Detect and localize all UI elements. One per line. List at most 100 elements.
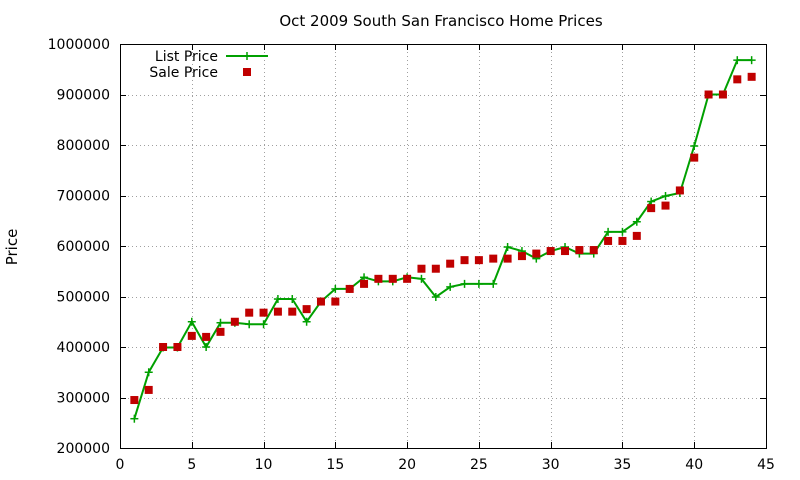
list-price-point (245, 320, 254, 329)
list-price-point (417, 274, 426, 283)
list-price-point (618, 227, 627, 236)
x-tick-label: 35 (614, 457, 632, 473)
legend-item-list-price: List Price (155, 49, 268, 65)
sale-price-point (417, 264, 426, 273)
legend-label: List Price (155, 49, 218, 65)
sale-price-point (618, 236, 627, 245)
sale-price-point (604, 236, 613, 245)
sale-price-point (561, 247, 570, 256)
sale-price-point (345, 284, 354, 293)
sale-price-point (245, 308, 254, 317)
sale-price-point (489, 254, 498, 263)
list-price-point (661, 192, 670, 201)
plot-frame (120, 44, 767, 449)
list-price-point (144, 368, 153, 377)
sale-price-point (202, 332, 211, 341)
list-price-line (133, 59, 752, 420)
sale-price-point (704, 90, 713, 99)
sale-price-point (446, 259, 455, 268)
sale-price-point (718, 90, 727, 99)
sale-price-point (546, 247, 555, 256)
series-marks (130, 56, 756, 423)
sale-price-point (403, 274, 412, 283)
list-price-point (690, 142, 699, 151)
grid (120, 44, 766, 448)
sale-price-point (575, 246, 584, 255)
sale-price-point (130, 396, 139, 405)
sale-price-point (474, 256, 483, 265)
sale-price-point (460, 256, 469, 265)
sale-price-point (517, 252, 526, 261)
y-axis-title: Price (3, 229, 21, 266)
list-price-point (503, 243, 512, 252)
chart-title: Oct 2009 South San Francisco Home Prices (279, 12, 602, 30)
list-price-point (489, 279, 498, 288)
x-tick-label: 0 (116, 457, 125, 473)
sale-price-point (288, 307, 297, 316)
sale-price-point (144, 385, 153, 394)
list-price-point (216, 318, 225, 327)
sale-price-point (431, 264, 440, 273)
x-tick-label: 25 (470, 457, 488, 473)
list-price-point (288, 295, 297, 304)
legend-square-swatch (243, 68, 251, 76)
y-tick-label: 1000000 (48, 37, 110, 53)
sale-price-point (690, 153, 699, 162)
list-price-point (331, 284, 340, 293)
sale-price-point (302, 305, 311, 314)
x-tick-label: 5 (187, 457, 196, 473)
x-tick-label: 20 (398, 457, 416, 473)
sale-price-point (187, 331, 196, 340)
x-tick-label: 10 (255, 457, 273, 473)
sale-price-point (216, 327, 225, 336)
legend-item-sale-price: Sale Price (149, 65, 251, 81)
sale-price-point (661, 201, 670, 210)
sale-price-point (273, 307, 282, 316)
x-tick-label: 45 (757, 457, 775, 473)
y-tick-label: 800000 (57, 138, 110, 154)
y-tick-label: 200000 (57, 441, 110, 457)
y-tick-label: 300000 (57, 391, 110, 407)
list-price-point (446, 282, 455, 291)
sale-price-point (259, 308, 268, 317)
list-price-point (604, 227, 613, 236)
x-tick-label: 40 (685, 457, 703, 473)
list-price-point (747, 56, 756, 65)
list-price-point (733, 56, 742, 65)
series-list-price (130, 56, 756, 423)
sale-price-point (360, 279, 369, 288)
list-price-point (460, 279, 469, 288)
y-tick-label: 400000 (57, 340, 110, 356)
list-price-point (202, 343, 211, 351)
sale-price-point (374, 274, 383, 283)
x-tick-label: 30 (542, 457, 560, 473)
y-tick-label: 700000 (57, 189, 110, 205)
y-tick-label: 600000 (57, 239, 110, 255)
series-sale-price (130, 72, 756, 405)
sale-price-point (230, 317, 239, 326)
legend-label: Sale Price (149, 65, 218, 81)
list-price-point (259, 320, 268, 329)
y-tick-labels: 200000 300000 400000 500000 600000 700000 8000… (48, 37, 110, 457)
sale-price-point (316, 297, 325, 306)
list-price-point (187, 317, 196, 326)
x-tick-label: 15 (326, 457, 344, 473)
sale-price-point (503, 254, 512, 263)
sale-price-point (159, 343, 168, 351)
x-tick-labels: 0 5 10 15 20 25 30 35 40 45 (116, 457, 775, 473)
list-price-point (474, 279, 483, 288)
sale-price-point (747, 72, 756, 81)
sale-price-point (675, 186, 684, 195)
sale-price-point (733, 75, 742, 84)
list-price-point (130, 414, 139, 423)
sale-price-point (331, 297, 340, 306)
sale-price-point (589, 246, 598, 255)
y-tick-label: 500000 (57, 290, 110, 306)
y-tick-label: 900000 (57, 88, 110, 104)
list-price-point (431, 293, 440, 302)
list-price-point (273, 295, 282, 304)
list-price-point (632, 217, 641, 226)
